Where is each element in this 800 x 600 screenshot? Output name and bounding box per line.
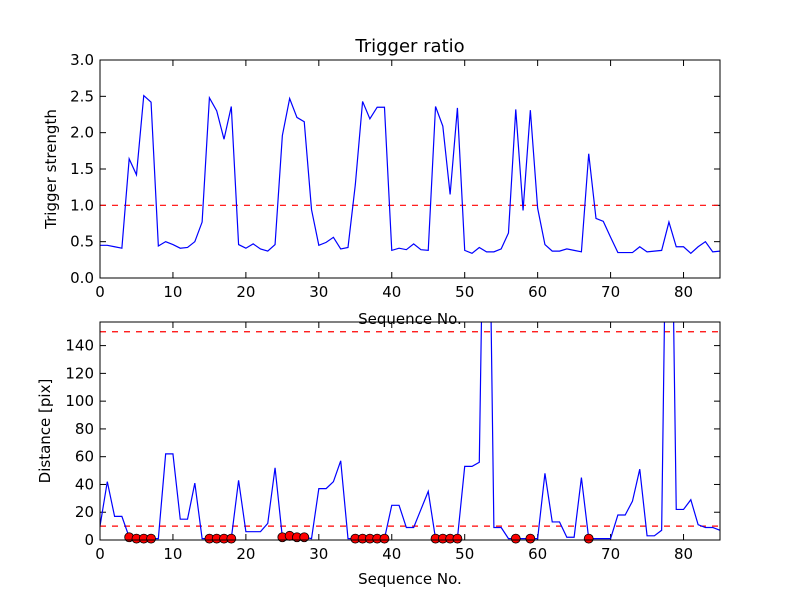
trigger-marker <box>299 532 310 543</box>
y-tick-label: 100 <box>65 392 94 410</box>
series-group <box>100 94 721 255</box>
x-tick-label: 60 <box>528 545 547 563</box>
trigger-marker <box>452 533 463 544</box>
x-tick-label: 10 <box>163 283 182 301</box>
marker-group <box>124 530 594 544</box>
plot-frame <box>99 59 721 279</box>
y-tick-label: 0.0 <box>70 269 94 287</box>
y-tick-label: 120 <box>65 364 94 382</box>
y-tick-label: 2.5 <box>70 87 94 105</box>
y-tick-label: 1.0 <box>70 196 94 214</box>
chart-title: Trigger ratio <box>354 36 464 57</box>
x-tick-label: 20 <box>236 545 255 563</box>
tick-group: 0 10 20 30 40 50 60 70 80 0 20 40 60 80 100 120 140 <box>65 322 720 563</box>
trigger-marker <box>226 533 237 544</box>
series-line <box>100 322 720 540</box>
x-tick-label: 0 <box>95 545 105 563</box>
y-tick-label: 1.5 <box>70 160 94 178</box>
x-tick-label: 0 <box>95 283 105 301</box>
x-axis-label: Sequence No. <box>358 310 462 328</box>
distance-chart: Sequence No. Distance [pix] 0 10 20 30 40 50 6… <box>36 321 721 588</box>
y-tick-label: 20 <box>75 503 94 521</box>
y-tick-label: 0.5 <box>70 233 94 251</box>
series-line <box>100 94 721 255</box>
y-tick-label: 40 <box>75 475 94 493</box>
y-tick-label: 60 <box>75 448 94 466</box>
trigger-marker <box>146 533 156 544</box>
x-axis-label: Sequence No. <box>358 570 462 588</box>
x-tick-label: 30 <box>309 283 328 301</box>
trigger-ratio-chart: Trigger ratio Sequence No. Trigger stren… <box>42 36 721 328</box>
y-tick-label: 80 <box>75 420 94 438</box>
x-tick-label: 70 <box>601 545 620 563</box>
plot-frame <box>99 321 721 541</box>
series-group <box>100 322 720 540</box>
x-tick-label: 50 <box>455 545 474 563</box>
y-tick-label: 2.0 <box>70 124 94 142</box>
trigger-marker <box>379 533 390 544</box>
threshold-group <box>100 331 720 527</box>
x-tick-label: 10 <box>163 545 182 563</box>
y-tick-label: 3.0 <box>70 51 94 69</box>
y-tick-label: 140 <box>65 337 94 355</box>
x-tick-label: 40 <box>382 545 401 563</box>
x-tick-label: 30 <box>309 545 328 563</box>
y-tick-label: 0 <box>84 531 94 549</box>
x-tick-label: 80 <box>674 283 693 301</box>
x-tick-label: 50 <box>455 283 474 301</box>
y-axis-label: Trigger strength <box>42 109 60 230</box>
y-axis-label: Distance [pix] <box>36 379 54 484</box>
x-tick-label: 40 <box>382 283 401 301</box>
trigger-marker <box>510 533 521 544</box>
x-tick-label: 80 <box>674 545 693 563</box>
trigger-marker <box>525 533 536 544</box>
tick-group: 0 10 20 30 40 50 60 70 80 0.0 0.5 1.0 1.5 2.0 2.5 3.0 <box>70 51 720 301</box>
x-tick-label: 60 <box>528 283 547 301</box>
x-tick-label: 70 <box>601 283 620 301</box>
x-tick-label: 20 <box>236 283 255 301</box>
trigger-marker <box>583 533 594 544</box>
